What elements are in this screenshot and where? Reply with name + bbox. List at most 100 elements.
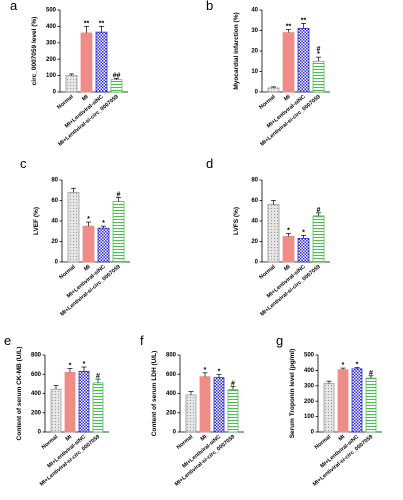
error-bar [99,26,104,33]
error-bar [230,385,236,390]
y-tick-label: 0 [311,430,315,436]
error-bar [67,368,73,373]
bar [282,32,295,93]
bar [78,370,90,433]
error-bar [286,232,291,237]
y-tick-label: 100 [304,414,315,420]
bar [337,369,349,433]
error-bar [316,56,321,62]
x-tick-label: Normal [58,264,77,281]
significance-mark: # [317,46,321,53]
error-bar [354,366,360,369]
bar [95,31,108,93]
significance-mark: ** [286,23,292,30]
x-tick-label: Normal [258,94,277,111]
panel-letter: d [206,156,213,171]
y-tick-label: 300 [304,383,315,389]
error-bar [71,187,76,193]
y-tick-label: 600 [166,372,177,378]
significance-mark: * [69,362,72,369]
x-tick-label: Normal [258,264,277,281]
y-tick-label: 20 [251,49,258,55]
error-bar [286,29,291,33]
error-bar [81,366,87,372]
bar [282,235,295,263]
x-tick-label: MI [283,94,292,103]
significance-mark: * [287,227,290,234]
bar [227,389,239,433]
y-tick-label: 10 [251,69,258,75]
error-bar [69,73,74,76]
y-tick-label: 400 [166,391,177,397]
y-tick-label: 800 [31,353,42,359]
y-tick-label: 300 [46,40,57,46]
error-bar [326,380,332,384]
x-tick-label: Normal [176,434,195,451]
error-bar [271,86,276,88]
significance-mark: * [102,220,105,227]
y-tick-label: 60 [51,198,58,204]
y-tick-label: 0 [53,90,57,96]
y-tick-label: 0 [55,260,59,266]
error-bar [216,373,222,378]
panel-letter: f [140,333,144,348]
y-tick-label: 200 [166,410,177,416]
y-tick-label: 800 [166,353,177,359]
error-bar [188,391,194,395]
error-bar [84,26,89,33]
bar [297,28,310,93]
x-tick-label: MI [65,434,74,443]
error-bar [340,367,346,370]
panel-letter: a [10,0,18,13]
x-tick-label: MI [338,434,347,443]
error-bar [86,221,91,227]
bar [92,382,104,433]
y-tick-label: 0 [38,430,42,436]
y-tick-label: 20 [251,239,258,245]
y-tick-label: 0 [255,260,259,266]
x-tick-label: Normal [56,94,75,111]
significance-mark: * [317,51,320,58]
error-bar [301,235,306,239]
y-tick-label: 40 [51,219,58,225]
y-tick-label: 600 [31,372,42,378]
bar [351,368,363,433]
y-tick-label: 20 [51,239,58,245]
y-tick-label: 500 [304,353,315,359]
y-axis-label: Myocardial infarction (%) [233,12,240,89]
bar [97,227,110,263]
y-tick-label: 100 [46,73,57,79]
y-axis-label: circ_0007059 level (%) [31,17,38,86]
significance-mark: * [83,361,86,368]
significance-mark: ## [113,72,121,79]
significance-mark: # [117,191,121,198]
y-tick-label: 500 [46,8,57,14]
significance-mark: * [218,368,221,375]
significance-mark: # [231,380,235,387]
bar [50,388,62,433]
bar [80,32,93,93]
x-tick-label: MI [83,264,92,273]
bar [110,79,123,93]
x-tick-label: Normal [41,434,60,451]
bar [112,201,125,263]
bar [312,215,325,263]
y-tick-label: 400 [304,368,315,374]
error-bar [101,225,106,229]
significance-mark: # [96,373,100,380]
error-bar [316,212,321,216]
error-bar [271,200,276,205]
significance-mark: ** [99,20,105,27]
y-tick-label: 400 [46,24,57,30]
x-tick-label: Normal [314,434,333,451]
panel-letter: g [276,333,283,348]
bar [297,238,310,263]
y-axis-label: Serum Troponin level (pg/ml) [289,349,296,439]
y-tick-label: 200 [304,399,315,405]
bar [199,376,211,433]
bar [64,371,76,433]
bar [65,75,78,93]
y-axis-label: Content of serum LDH (U/L) [151,351,158,437]
bar [213,377,225,433]
